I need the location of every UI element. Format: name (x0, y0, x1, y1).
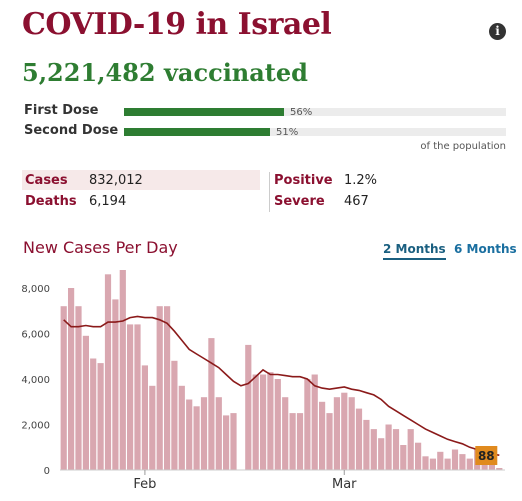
chart-bar (392, 429, 400, 470)
chart-bar (75, 306, 82, 470)
average-line (63, 315, 500, 456)
first-dose-label: First Dose (24, 103, 99, 118)
chart-bar (363, 419, 370, 470)
chart-bar (370, 429, 377, 470)
deaths-stat: Deaths 6,194 (25, 194, 126, 209)
chart-bar (341, 392, 348, 470)
x-tick-label: Mar (332, 477, 357, 492)
chart-bar (171, 360, 178, 470)
range-2-months-button[interactable]: 2 Months (383, 242, 446, 260)
chart-bar (304, 379, 311, 470)
y-tick-label: 2,000 (21, 421, 50, 432)
chart-bar (451, 449, 459, 470)
chart-bar (289, 413, 296, 470)
chart-bar (333, 397, 340, 470)
chart-bar (496, 468, 503, 470)
chart-bar (466, 458, 473, 470)
latest-value-label: 88 (478, 449, 495, 463)
chart-bar (127, 324, 134, 470)
chart-bar (82, 335, 89, 470)
chart-bar (208, 338, 215, 470)
chart-bar (400, 445, 407, 470)
chart-bar (90, 358, 97, 470)
chart-bar (104, 274, 112, 470)
chart-bar (200, 397, 208, 470)
second-dose-bar (124, 128, 270, 136)
positive-value: 1.2% (344, 173, 378, 188)
chart-bar (156, 306, 163, 470)
deaths-label: Deaths (25, 194, 77, 209)
chart-bar (415, 442, 422, 470)
y-tick-label: 6,000 (21, 330, 50, 341)
chart-bar (68, 288, 75, 470)
severe-label: Severe (274, 194, 325, 209)
chart-bar (149, 385, 156, 470)
range-6-months-button[interactable]: 6 Months (454, 242, 517, 256)
vaccinated-label: vaccinated (163, 58, 308, 87)
x-tick-label: Feb (133, 477, 156, 492)
chart-title: New Cases Per Day (23, 238, 178, 257)
chart-bar (378, 438, 385, 470)
chart-bar (422, 456, 429, 470)
chart-bar (296, 413, 304, 470)
cases-stat: Cases 832,012 (25, 173, 143, 188)
chart-bar (459, 454, 466, 470)
first-dose-bar (124, 108, 284, 116)
positive-label: Positive (274, 173, 333, 188)
chart-bar (260, 374, 267, 470)
chart-bar (429, 458, 436, 470)
chart-bar (178, 385, 185, 470)
chart-bar (319, 401, 326, 471)
info-icon[interactable]: i (489, 23, 506, 40)
chart-bar (274, 379, 281, 470)
severe-stat: Severe 467 (274, 194, 369, 209)
stats-divider (269, 172, 270, 212)
vaccinated-headline: 5,221,482 vaccinated (22, 58, 308, 87)
chart-bar (97, 363, 104, 470)
chart-bar (245, 344, 252, 470)
chart-bar (385, 424, 392, 470)
first-dose-track: 56% (124, 107, 506, 118)
chart-bar (119, 270, 126, 470)
page-title: COVID-19 in Israel (22, 7, 332, 42)
chart-bar (282, 397, 289, 470)
cases-highlight (22, 170, 260, 190)
chart-bar (348, 397, 355, 470)
chart-bar (60, 306, 67, 470)
chart-bar (326, 413, 333, 470)
second-dose-track: 51% (124, 127, 506, 138)
chart-bar (223, 415, 230, 470)
population-note: of the population (420, 141, 506, 152)
vaccinated-count: 5,221,482 (22, 58, 156, 87)
chart-bar (215, 397, 222, 470)
chart-bar (437, 451, 444, 470)
positive-stat: Positive 1.2% (274, 173, 377, 188)
chart-bar (444, 458, 451, 470)
chart-bar (311, 374, 318, 470)
y-tick-label: 4,000 (21, 375, 50, 386)
chart-bar (134, 324, 141, 470)
first-dose-percent: 56% (290, 107, 313, 118)
chart-bar (407, 429, 414, 470)
latest-value-badge (475, 446, 498, 465)
chart-bar (186, 399, 193, 470)
deaths-value: 6,194 (89, 194, 127, 209)
chart-bar (355, 408, 363, 470)
severe-value: 467 (344, 194, 369, 209)
cases-label: Cases (25, 173, 68, 188)
chart-bar (141, 365, 148, 470)
chart-bar (252, 374, 259, 470)
cases-value: 832,012 (89, 173, 143, 188)
new-cases-chart: 0 2,000 4,000 6,000 8,000 Feb Mar 88 (21, 270, 505, 492)
chart-bar (112, 299, 119, 470)
chart-bar (230, 413, 237, 470)
second-dose-label: Second Dose (24, 123, 119, 138)
chart-bar (267, 372, 274, 470)
y-tick-label: 8,000 (21, 284, 50, 295)
stats-panel: Cases 832,012 Deaths 6,194 Positive 1.2%… (22, 170, 492, 214)
chart-bar (193, 406, 200, 470)
y-tick-label: 0 (44, 466, 50, 477)
chart-bar (164, 306, 171, 470)
second-dose-percent: 51% (276, 127, 299, 138)
